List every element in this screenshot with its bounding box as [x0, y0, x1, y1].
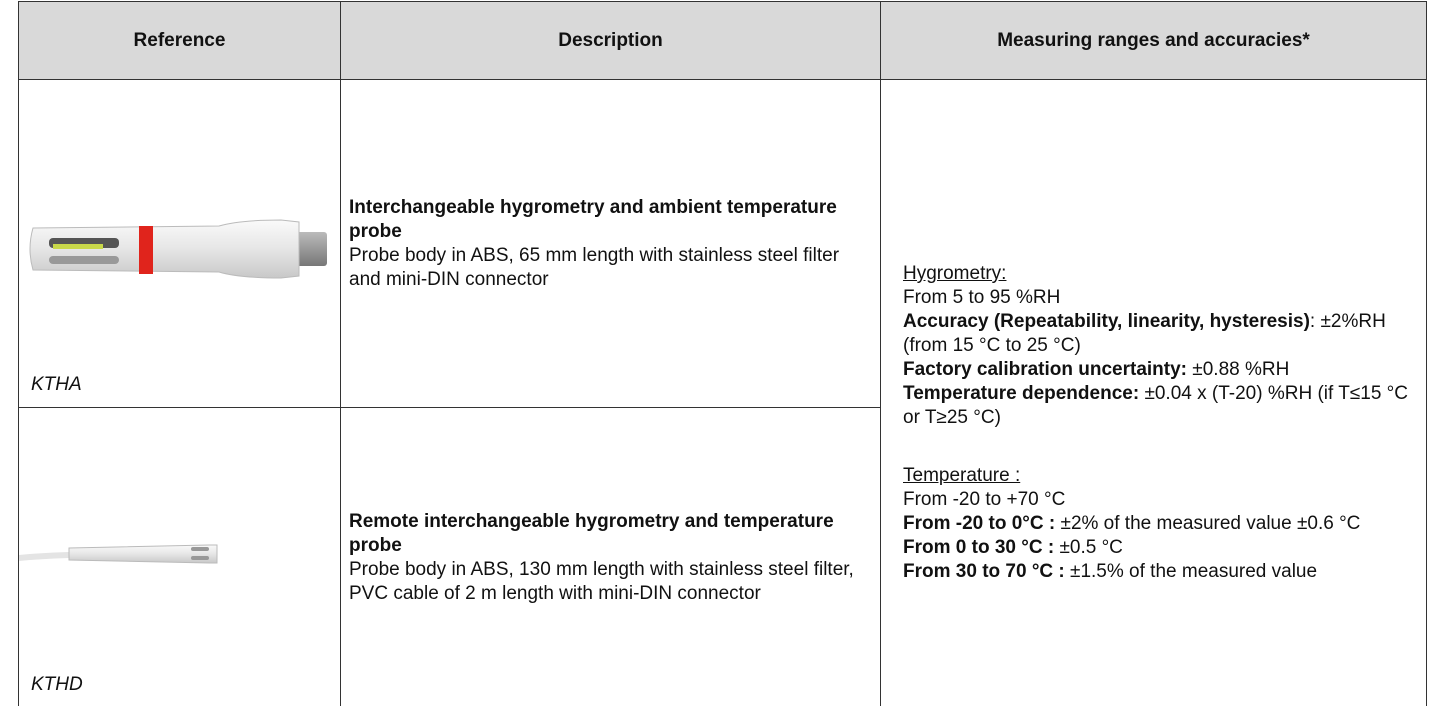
- header-cell: Measuring ranges and accuracies*: [881, 2, 1427, 80]
- product-title: Interchangeable hygrometry and ambient t…: [349, 196, 872, 244]
- measurement-line: From -20 to +70 °C: [903, 488, 1412, 512]
- product-title: Remote interchangeable hygrometry and te…: [349, 510, 872, 558]
- measurement-text: From 5 to 95 %RH: [903, 287, 1060, 308]
- measurement-label: From 0 to 30 °C :: [903, 537, 1054, 558]
- measurement-text: ±2% of the measured value ±0.6 °C: [1061, 513, 1361, 534]
- section-heading: Temperature :: [903, 464, 1412, 488]
- measurement-label: From -20 to 0°C :: [903, 513, 1055, 534]
- measurement-text: ±1.5% of the measured value: [1070, 561, 1317, 582]
- measurement-line: From 5 to 95 %RH: [903, 286, 1412, 310]
- measurement-label: Factory calibration uncertainty:: [903, 359, 1187, 380]
- section-heading: Hygrometry:: [903, 262, 1412, 286]
- measurement-text: From -20 to +70 °C: [903, 489, 1065, 510]
- row: KTHA Interchangeable hygrometry and ambi…: [19, 80, 1427, 408]
- product-description: Probe body in ABS, 130 mm length with st…: [349, 559, 854, 604]
- probe-image: [19, 80, 341, 408]
- reference-cell: KTHA: [19, 80, 341, 408]
- measurement-label: Accuracy (Repeatability, linearity, hyst…: [903, 311, 1310, 332]
- probe-image: [19, 408, 341, 706]
- measurement-line: From -20 to 0°C : ±2% of the measured va…: [903, 512, 1412, 536]
- measurement-text: ±0.88 %RH: [1192, 359, 1289, 380]
- product-description: Probe body in ABS, 65 mm length with sta…: [349, 245, 839, 290]
- measurement-line: Accuracy (Repeatability, linearity, hyst…: [903, 310, 1412, 358]
- measurement-section: Hygrometry:From 5 to 95 %RH Accuracy (Rep…: [903, 262, 1412, 430]
- measurement-label: Temperature dependence:: [903, 383, 1139, 404]
- description-cell: Interchangeable hygrometry and ambient t…: [341, 80, 881, 408]
- reference-cell: KTHD: [19, 408, 341, 706]
- reference-code: KTHA: [31, 373, 82, 397]
- description-cell: Remote interchangeable hygrometry and te…: [341, 408, 881, 706]
- measurement-line: From 30 to 70 °C : ±1.5% of the measured…: [903, 560, 1412, 584]
- measurement-line: Temperature dependence: ±0.04 x (T-20) %…: [903, 382, 1412, 430]
- measurement-text: ±0.5 °C: [1059, 537, 1122, 558]
- measurement-line: From 0 to 30 °C : ±0.5 °C: [903, 536, 1412, 560]
- reference-code: KTHD: [31, 673, 83, 697]
- header-cell: Description: [341, 2, 881, 80]
- page: Reference Description Measuring ranges a…: [0, 0, 1444, 706]
- measurement-label: From 30 to 70 °C :: [903, 561, 1065, 582]
- measurement-cell: Hygrometry:From 5 to 95 %RH Accuracy (Rep…: [881, 80, 1427, 706]
- measurement-line: Factory calibration uncertainty: ±0.88 %…: [903, 358, 1412, 382]
- product-table: Reference Description Measuring ranges a…: [18, 1, 1427, 706]
- header-cell: Reference: [19, 2, 341, 80]
- header-row: Reference Description Measuring ranges a…: [19, 2, 1427, 80]
